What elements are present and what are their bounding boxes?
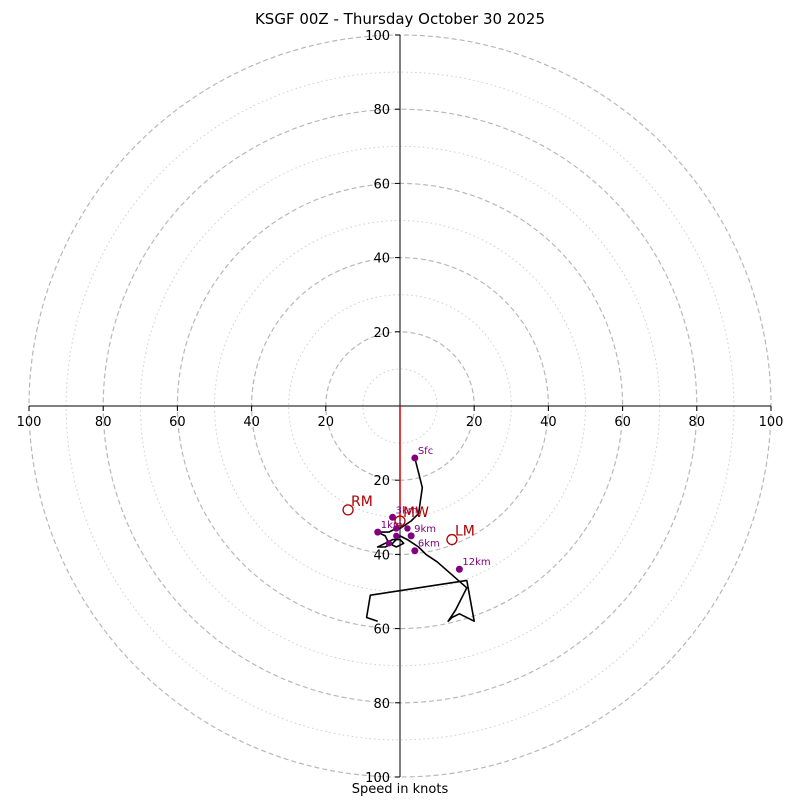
height-marker-point — [455, 565, 463, 573]
storm-motion-marker — [446, 533, 458, 546]
x-tick-label: 100 — [17, 415, 42, 430]
x-tick-label: 20 — [466, 415, 483, 430]
storm-motion-label: MW — [403, 505, 429, 521]
height-marker-point — [411, 454, 419, 462]
y-tick-label: 40 — [373, 548, 390, 563]
chart-title: KSGF 00Z - Thursday October 30 2025 — [254, 10, 546, 28]
x-tick-label: 80 — [689, 415, 706, 430]
y-tick-label: 100 — [365, 29, 390, 44]
height-marker-label: 9km — [414, 524, 436, 535]
height-marker-label: 3km — [396, 505, 418, 516]
x-tick-label: 20 — [318, 415, 335, 430]
storm-motion-label: LM — [455, 524, 475, 540]
storm-motion-marker — [342, 504, 354, 516]
height-marker-label: Sfc — [418, 446, 433, 457]
x-tick-label: 100 — [759, 415, 784, 430]
y-tick-label: 20 — [373, 326, 390, 341]
height-marker-label: 12km — [462, 557, 490, 568]
y-tick-label: 100 — [365, 771, 390, 786]
y-tick-label: 40 — [373, 252, 390, 267]
height-marker-point — [393, 532, 400, 540]
height-marker-label: 1km — [381, 520, 403, 531]
height-marker-label: 6km — [418, 539, 440, 550]
height-marker-point — [411, 547, 419, 555]
height-marker-point — [404, 525, 411, 532]
y-tick-label: 60 — [373, 623, 390, 638]
x-tick-label: 60 — [614, 415, 631, 430]
y-tick-label: 80 — [373, 697, 390, 712]
y-tick-label: 80 — [373, 103, 390, 118]
x-tick-label: 40 — [243, 415, 260, 430]
height-marker-point — [389, 513, 397, 521]
height-marker-point — [385, 540, 393, 547]
y-tick-label: 20 — [373, 474, 390, 489]
height-marker-point — [374, 528, 382, 536]
x-axis-label: Speed in knots — [351, 782, 449, 797]
x-tick-label: 40 — [540, 415, 557, 430]
y-tick-label: 60 — [373, 177, 390, 192]
height-marker-point — [407, 532, 415, 540]
storm-motion-marker — [394, 515, 406, 527]
x-tick-label: 60 — [169, 415, 186, 430]
storm-motion-label: RM — [351, 494, 373, 510]
x-tick-label: 80 — [95, 415, 112, 430]
height-marker-point — [393, 525, 400, 532]
